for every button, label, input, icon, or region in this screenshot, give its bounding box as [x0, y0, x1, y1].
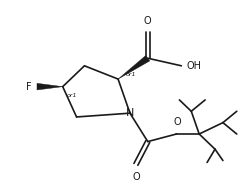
Text: O: O: [174, 117, 181, 127]
Text: OH: OH: [187, 61, 202, 71]
Text: O: O: [132, 172, 140, 182]
Text: or1: or1: [67, 93, 77, 98]
Text: F: F: [26, 82, 32, 92]
Polygon shape: [118, 56, 150, 79]
Polygon shape: [37, 83, 63, 90]
Text: N: N: [126, 108, 134, 118]
Text: or1: or1: [126, 72, 137, 77]
Text: O: O: [144, 16, 151, 26]
